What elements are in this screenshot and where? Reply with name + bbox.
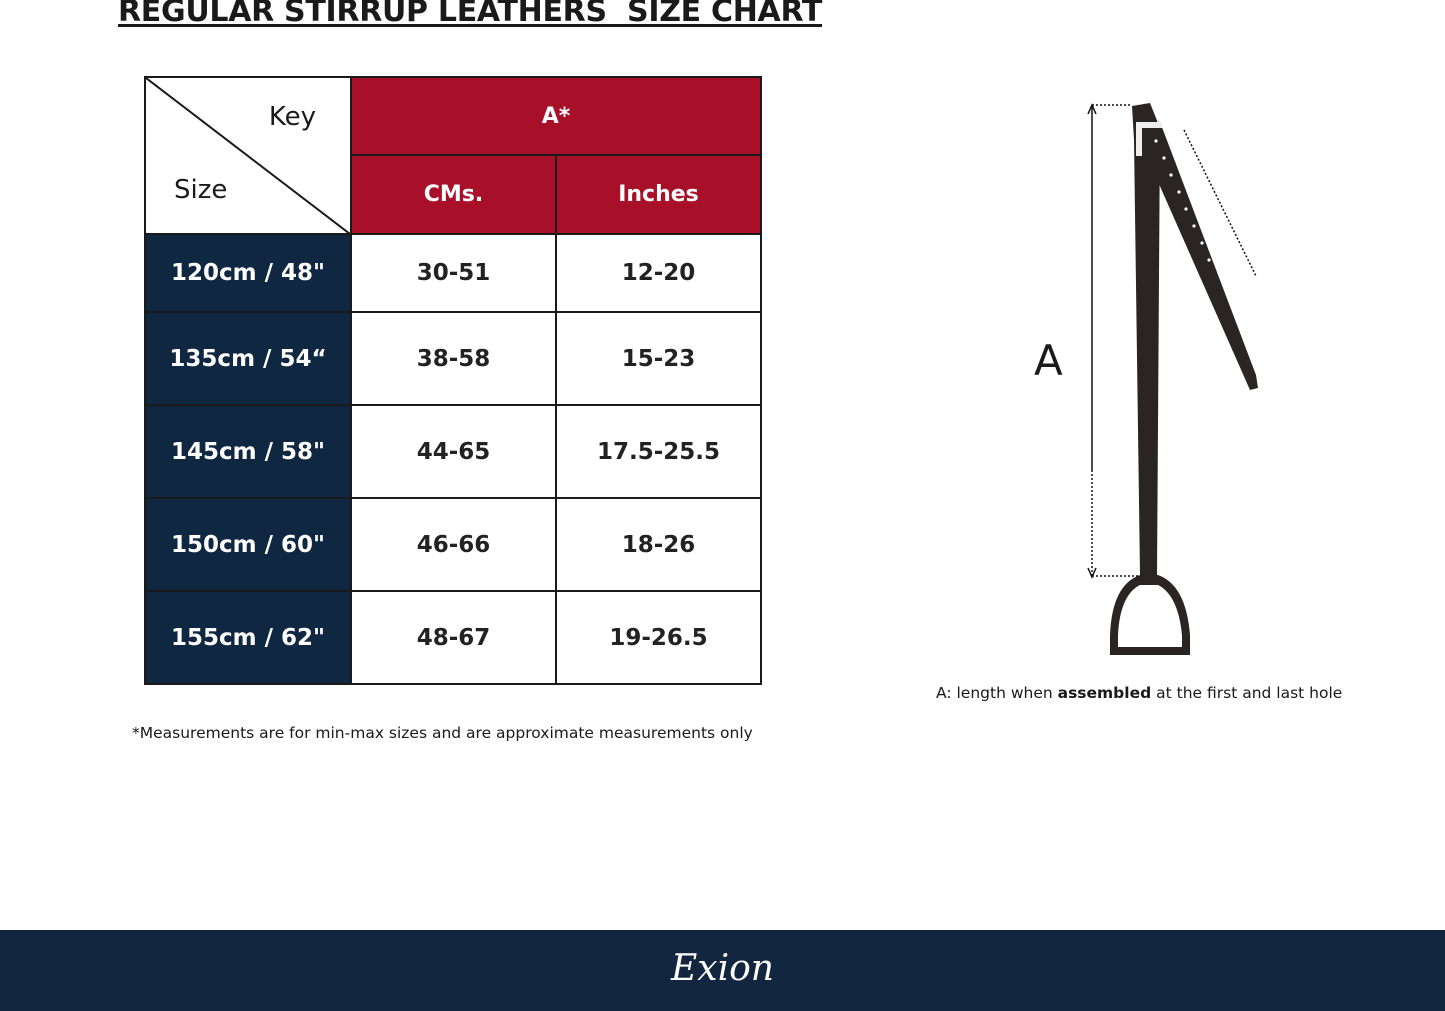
inches-cell: 17.5-25.5: [555, 404, 762, 499]
size-cell: 120cm / 48": [144, 233, 352, 313]
inches-cell: 12-20: [555, 233, 762, 313]
table-row: 120cm / 48" 30-51 12-20: [144, 233, 762, 313]
size-chart-table: Key Size A* CMs. Inches 120cm / 48" 30-5…: [144, 76, 762, 685]
dimension-label-a: A: [1034, 336, 1063, 385]
size-label: Size: [174, 175, 228, 205]
cms-cell: 46-66: [350, 497, 557, 592]
inches-cell: 19-26.5: [555, 590, 762, 685]
table-row: 155cm / 62" 48-67 19-26.5: [144, 590, 762, 685]
footer-bar: Exion: [0, 930, 1445, 1011]
inches-cell: 15-23: [555, 311, 762, 406]
key-label: Key: [268, 102, 316, 132]
measurement-note: *Measurements are for min-max sizes and …: [132, 724, 753, 742]
size-cell: 155cm / 62": [144, 590, 352, 685]
cms-cell: 48-67: [350, 590, 557, 685]
inches-cell: 18-26: [555, 497, 762, 592]
column-header-cms: CMs.: [350, 154, 557, 235]
cms-cell: 30-51: [350, 233, 557, 313]
corner-cell: Key Size: [144, 76, 352, 235]
table-row: 135cm / 54“ 38-58 15-23: [144, 311, 762, 406]
group-header-a: A*: [350, 76, 762, 156]
size-cell: 145cm / 58": [144, 404, 352, 499]
column-header-inches: Inches: [555, 154, 762, 235]
size-cell: 135cm / 54“: [144, 311, 352, 406]
diagram-caption: A: length when assembled at the first an…: [936, 684, 1342, 702]
caption-pre: A: length when: [936, 684, 1058, 702]
table-row: 150cm / 60" 46-66 18-26: [144, 497, 762, 592]
table-row: 145cm / 58" 44-65 17.5-25.5: [144, 404, 762, 499]
caption-bold: assembled: [1057, 684, 1152, 702]
stirrup-leather-illustration: [1087, 103, 1258, 655]
caption-post: at the first and last hole: [1151, 684, 1343, 702]
cms-cell: 38-58: [350, 311, 557, 406]
cms-cell: 44-65: [350, 404, 557, 499]
page-title: REGULAR STIRRUP LEATHERS SIZE CHART: [118, 0, 823, 29]
brand-logo: Exion: [671, 948, 774, 989]
size-cell: 150cm / 60": [144, 497, 352, 592]
diagonal-divider: [146, 78, 350, 234]
